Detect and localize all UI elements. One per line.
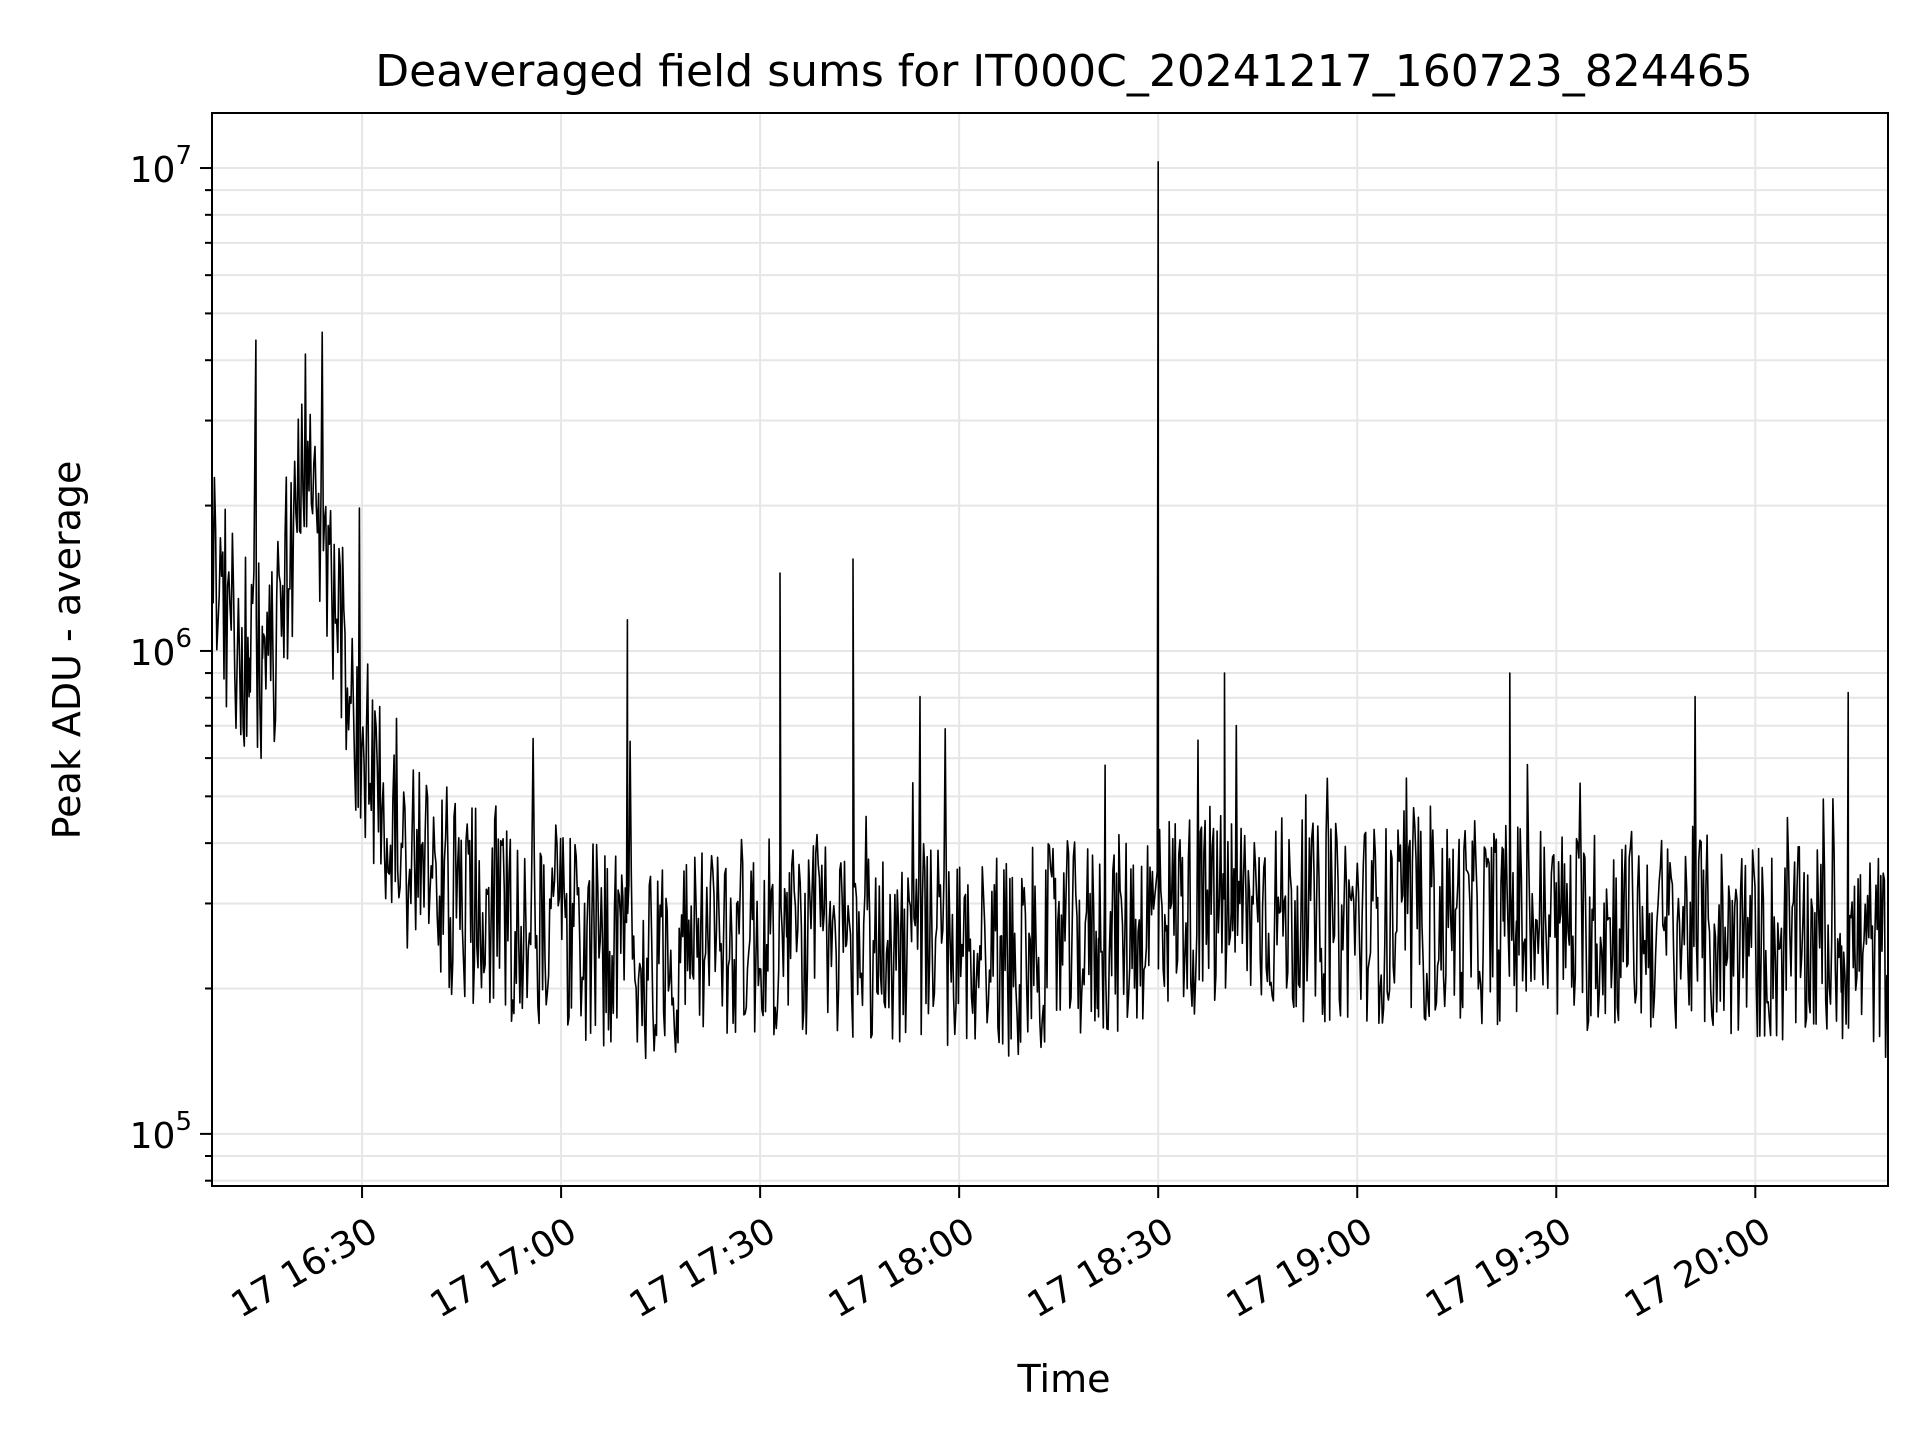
y-tick-base: 10 <box>130 633 176 674</box>
x-axis-label: Time <box>1017 1357 1111 1401</box>
chart-title: Deaveraged field sums for IT000C_2024121… <box>375 46 1752 97</box>
y-axis-label: Peak ADU - average <box>45 461 89 840</box>
grid-lines <box>212 113 1888 1186</box>
y-tick-base: 10 <box>130 150 176 191</box>
series-line <box>211 161 1889 1060</box>
y-tick-exponent: 5 <box>175 1107 192 1137</box>
y-tick-exponent: 6 <box>175 624 192 654</box>
y-tick-exponent: 7 <box>175 141 192 171</box>
y-tick-label: 107 <box>130 141 192 191</box>
y-tick-label: 106 <box>130 624 192 674</box>
y-tick-label: 105 <box>130 1107 192 1157</box>
y-tick-base: 10 <box>130 1116 176 1157</box>
plot-frame <box>211 112 1889 1187</box>
plot-area <box>211 161 1889 1060</box>
